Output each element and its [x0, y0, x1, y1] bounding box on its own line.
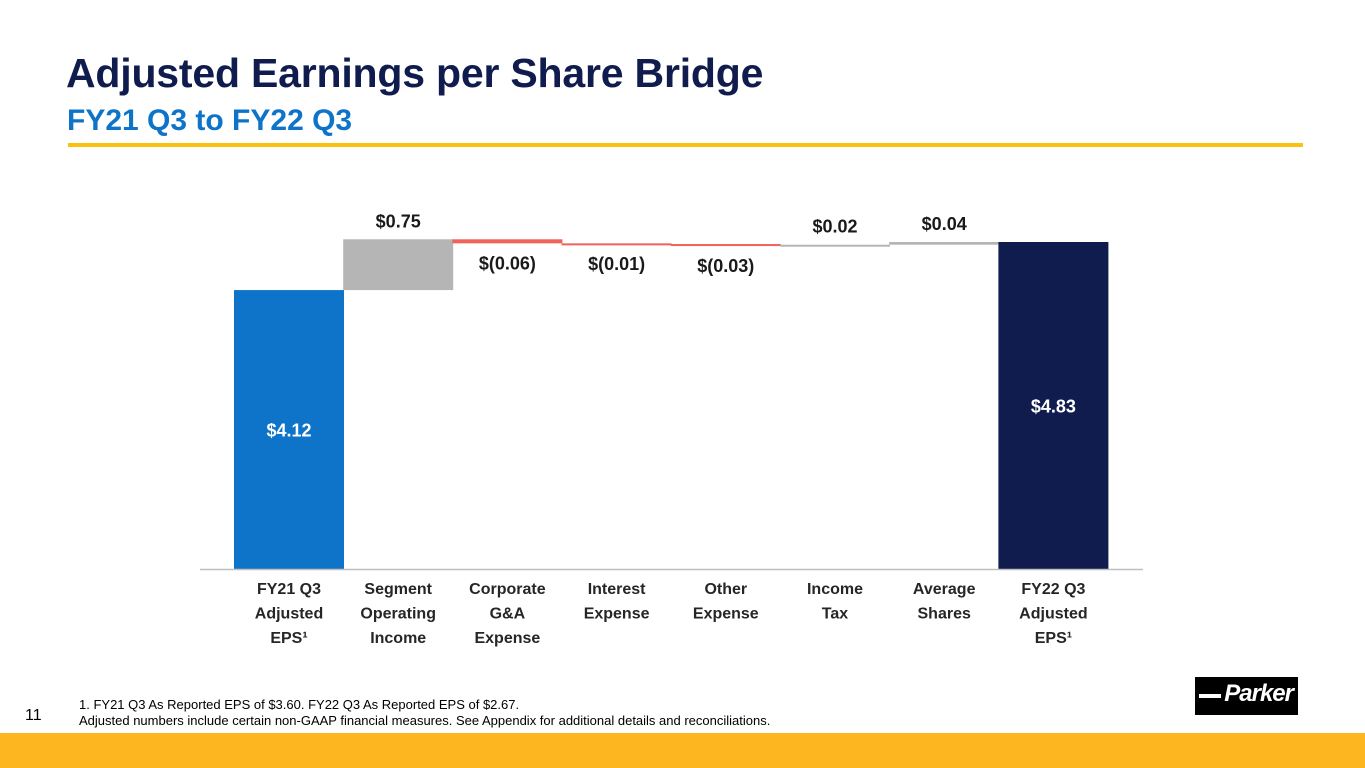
category-label-1-2: Income: [370, 630, 426, 647]
footer-band: [0, 733, 1365, 768]
category-label-2-2: Expense: [474, 630, 540, 647]
category-label-7-1: Adjusted: [1019, 606, 1087, 623]
bar-5: [780, 244, 890, 247]
category-label-1-0: Segment: [364, 581, 432, 598]
bar-3: [561, 243, 672, 246]
footnote-line-2: Adjusted numbers include certain non-GAA…: [79, 713, 771, 728]
category-label-5-1: Tax: [822, 606, 848, 623]
category-label-0-2: EPS¹: [270, 630, 307, 647]
parker-logo: Parker: [1195, 677, 1298, 715]
bars-layer: [234, 239, 1109, 569]
page-title: Adjusted Earnings per Share Bridge: [66, 50, 764, 96]
category-label-3-1: Expense: [584, 606, 650, 623]
bar-1: [343, 239, 454, 291]
value-label-5: $0.02: [812, 217, 857, 237]
bar-0: [234, 290, 344, 569]
category-label-5-0: Income: [807, 581, 863, 598]
category-label-0-0: FY21 Q3: [257, 581, 321, 598]
value-label-0: $4.12: [266, 421, 311, 441]
bar-2: [452, 239, 563, 244]
category-label-4-1: Expense: [693, 606, 759, 623]
value-labels-layer: $4.12 $0.75 $(0.06) $(0.01) $(0.03) $0.02 $0.0…: [266, 211, 1075, 440]
footnote-line-1: 1. FY21 Q3 As Reported EPS of $3.60. FY2…: [79, 697, 520, 712]
category-label-0-1: Adjusted: [255, 606, 323, 623]
eps-bridge-chart: $4.12 $0.75 $(0.06) $(0.01) $(0.03) $0.02 $0.0…: [200, 211, 1143, 647]
value-label-4: $(0.03): [697, 256, 754, 276]
category-label-7-0: FY22 Q3: [1021, 581, 1085, 598]
page-number: 11: [25, 707, 42, 724]
logo-bar: [1199, 694, 1221, 698]
page-subtitle: FY21 Q3 to FY22 Q3: [67, 104, 353, 137]
value-label-6: $0.04: [922, 214, 967, 234]
value-label-2: $(0.06): [479, 253, 536, 273]
category-label-2-1: G&A: [490, 606, 526, 623]
category-label-1-1: Operating: [360, 606, 436, 623]
category-label-2-0: Corporate: [469, 581, 546, 598]
category-label-3-0: Interest: [588, 581, 646, 598]
bar-7: [998, 242, 1109, 569]
title-divider: [68, 143, 1303, 147]
bar-6: [889, 242, 1000, 245]
category-label-6-0: Average: [913, 581, 976, 598]
value-label-1: $0.75: [376, 211, 421, 231]
category-label-7-2: EPS¹: [1035, 630, 1072, 647]
value-label-3: $(0.01): [588, 254, 645, 274]
category-labels-layer: FY21 Q3 Adjusted EPS¹ Segment Operating Incom…: [255, 581, 1088, 647]
footnote: 1. FY21 Q3 As Reported EPS of $3.60. FY2…: [79, 697, 770, 729]
logo-text: Parker: [1224, 680, 1294, 707]
value-label-7: $4.83: [1031, 397, 1076, 417]
category-label-6-1: Shares: [918, 606, 971, 623]
bar-4: [670, 244, 781, 247]
category-label-4-0: Other: [704, 581, 747, 598]
